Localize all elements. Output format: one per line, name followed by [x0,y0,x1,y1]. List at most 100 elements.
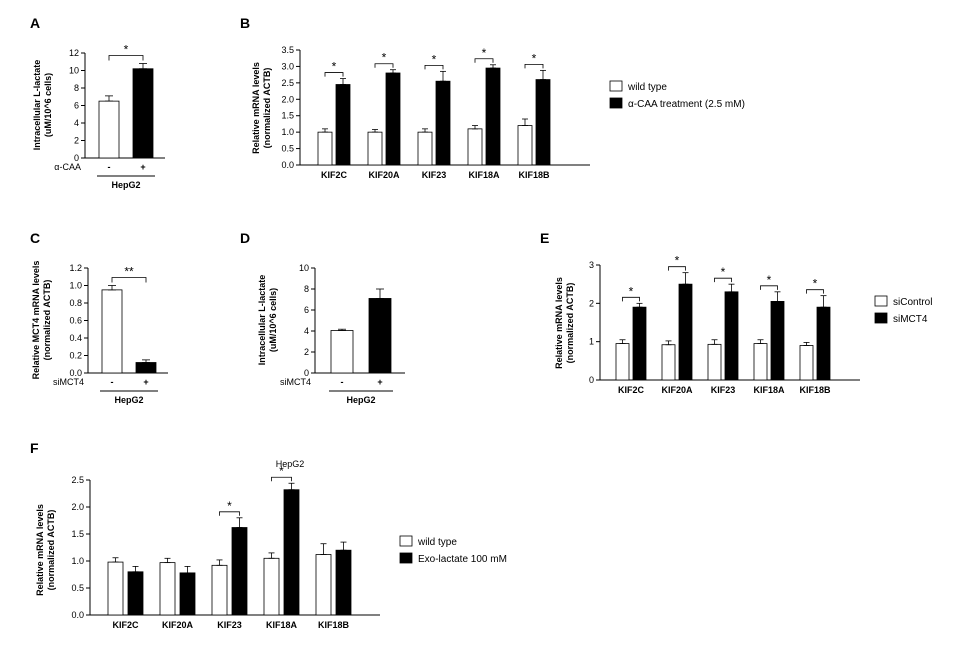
svg-text:Relative MCT4 mRNA levels: Relative MCT4 mRNA levels [31,261,41,380]
svg-text:8: 8 [304,284,309,294]
svg-text:2.5: 2.5 [281,78,294,88]
svg-text:1: 1 [589,337,594,347]
svg-text:2.5: 2.5 [71,475,84,485]
panel-label-e: E [540,230,549,246]
svg-text:(uM/10^6 cells): (uM/10^6 cells) [43,73,53,137]
svg-text:1.0: 1.0 [281,127,294,137]
panel-label-b: B [240,15,250,31]
svg-text:siMCT4: siMCT4 [53,377,84,387]
svg-text:6: 6 [304,305,309,315]
svg-text:wild type: wild type [417,537,457,548]
svg-text:α-CAA treatment (2.5 mM): α-CAA treatment (2.5 mM) [628,99,745,110]
svg-text:*: * [675,254,680,268]
chart-e: 0 1 2 3 Relative mRNA levels(normalized ACTB… [555,245,955,415]
svg-text:KIF18B: KIF18B [518,170,550,180]
svg-text:**: ** [124,265,134,279]
svg-text:4: 4 [304,326,309,336]
svg-text:HepG2: HepG2 [114,395,143,405]
svg-text:*: * [332,60,337,74]
svg-text:2: 2 [74,136,79,146]
svg-text:Intracellular L-lactate: Intracellular L-lactate [32,60,42,151]
svg-text:1.0: 1.0 [69,281,82,291]
svg-text:+: + [143,377,148,387]
svg-text:KIF18A: KIF18A [468,170,500,180]
svg-text:*: * [721,265,726,279]
svg-text:10: 10 [299,263,309,273]
svg-text:KIF20A: KIF20A [162,620,194,630]
svg-text:siMCT4: siMCT4 [280,377,311,387]
svg-text:2: 2 [304,347,309,357]
svg-text:*: * [813,277,818,291]
svg-text:(normalized ACTB): (normalized ACTB) [565,283,575,364]
svg-text:α-CAA: α-CAA [54,162,81,172]
svg-text:-: - [111,377,114,387]
svg-text:siMCT4: siMCT4 [893,314,928,325]
panel-label-d: D [240,230,250,246]
svg-text:6: 6 [74,101,79,111]
svg-text:*: * [767,273,772,287]
panel-label-f: F [30,440,39,456]
svg-text:2: 2 [589,298,594,308]
panel-label-c: C [30,230,40,246]
svg-text:3.5: 3.5 [281,45,294,55]
svg-text:-: - [108,162,111,172]
svg-text:2.0: 2.0 [71,502,84,512]
svg-text:KIF2C: KIF2C [112,620,139,630]
svg-text:4: 4 [74,118,79,128]
svg-text:0.5: 0.5 [71,583,84,593]
svg-text:*: * [532,51,537,65]
svg-text:-: - [341,377,344,387]
svg-text:3.0: 3.0 [281,61,294,71]
svg-text:KIF2C: KIF2C [321,170,348,180]
svg-text:(normalized ACTB): (normalized ACTB) [46,510,56,591]
svg-text:0.8: 0.8 [69,298,82,308]
svg-text:*: * [482,46,487,60]
svg-text:3: 3 [589,260,594,270]
chart-b: 0.00.51.01.52.02.53.03.5Relative mRNA le… [250,30,750,200]
svg-text:*: * [432,52,437,66]
svg-text:8: 8 [74,83,79,93]
svg-text:siControl: siControl [893,297,932,308]
svg-text:KIF23: KIF23 [422,170,447,180]
svg-text:(uM/10^6 cells): (uM/10^6 cells) [268,288,278,352]
svg-text:0.6: 0.6 [69,316,82,326]
svg-text:0.2: 0.2 [69,351,82,361]
svg-text:HepG2: HepG2 [346,395,375,405]
svg-text:2.0: 2.0 [281,94,294,104]
svg-text:wild type: wild type [627,82,667,93]
svg-text:0.5: 0.5 [281,144,294,154]
svg-text:Relative mRNA levels: Relative mRNA levels [555,277,564,369]
svg-text:KIF23: KIF23 [217,620,242,630]
svg-text:*: * [629,284,634,298]
svg-text:+: + [377,377,382,387]
svg-text:*: * [124,43,129,57]
svg-text:*: * [279,464,284,478]
svg-text:1.2: 1.2 [69,263,82,273]
svg-text:(normalized ACTB): (normalized ACTB) [42,280,52,361]
panel-label-a: A [30,15,40,31]
svg-text:Relative mRNA levels: Relative mRNA levels [35,504,45,596]
svg-text:Exo-lactate 100 mM: Exo-lactate 100 mM [418,554,507,565]
svg-text:KIF2C: KIF2C [618,385,645,395]
svg-text:Relative mRNA levels: Relative mRNA levels [251,62,261,154]
svg-text:KIF23: KIF23 [711,385,736,395]
svg-text:KIF18B: KIF18B [799,385,831,395]
svg-text:0.0: 0.0 [71,610,84,620]
svg-text:+: + [140,162,145,172]
chart-c: 0.00.20.40.60.81.01.2Relative MCT4 mRNA … [30,245,210,425]
svg-text:*: * [227,499,232,513]
chart-f: 0.0 0.5 1.0 1.5 2.0 2.5 Relative mRNA levels(n… [30,455,550,655]
svg-text:*: * [382,51,387,65]
svg-text:Intracellular L-lactate: Intracellular L-lactate [257,275,267,366]
svg-text:KIF18A: KIF18A [753,385,785,395]
svg-text:0: 0 [589,375,594,385]
svg-text:0.4: 0.4 [69,333,82,343]
svg-text:12: 12 [69,48,79,58]
svg-text:10: 10 [69,66,79,76]
svg-text:KIF18A: KIF18A [266,620,298,630]
svg-text:KIF20A: KIF20A [661,385,693,395]
svg-text:(normalized ACTB): (normalized ACTB) [262,68,272,149]
svg-text:1.5: 1.5 [71,529,84,539]
svg-text:1.0: 1.0 [71,556,84,566]
chart-d: 0246810Intracellular L-lactate(uM/10^6 c… [250,245,450,425]
